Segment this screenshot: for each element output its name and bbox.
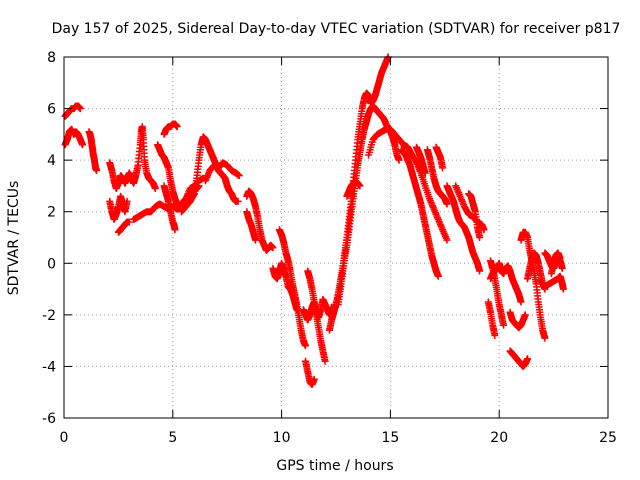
series-markers — [299, 295, 336, 324]
x-tick-label: 25 — [599, 430, 617, 446]
series-markers — [106, 192, 131, 223]
series-markers — [487, 259, 525, 306]
y-tick-label: 2 — [47, 205, 56, 221]
series-markers — [243, 187, 277, 254]
series-markers — [506, 347, 531, 370]
series-markers — [243, 208, 259, 244]
series-track-4 — [106, 123, 159, 192]
y-tick-label: -2 — [42, 308, 56, 324]
series-track-19 — [299, 295, 336, 324]
series-track-40 — [547, 249, 564, 278]
series-track-5 — [106, 192, 131, 223]
series-markers — [423, 146, 451, 208]
series-track-33 — [487, 259, 525, 306]
series-track-26 — [423, 146, 451, 208]
series-markers — [106, 123, 159, 192]
series-track-10 — [160, 120, 181, 138]
y-tick-label: -4 — [42, 359, 56, 375]
series-track-13 — [243, 187, 277, 254]
series-markers — [484, 298, 499, 339]
x-tick-label: 20 — [490, 430, 508, 446]
series-track-21 — [334, 102, 403, 308]
y-tick-label: 6 — [47, 102, 56, 118]
series-track-25 — [413, 143, 429, 177]
series-markers — [160, 120, 181, 138]
x-axis-label: GPS time / hours — [276, 458, 393, 474]
series-track-17 — [302, 357, 318, 388]
series-markers — [506, 308, 529, 332]
series-track-28 — [443, 182, 484, 275]
series-track-14 — [243, 208, 259, 244]
series-track-39 — [537, 272, 567, 293]
series-track-34 — [506, 308, 529, 332]
series-track-3 — [85, 128, 101, 174]
data-points — [61, 53, 567, 388]
series-track-9 — [160, 182, 179, 234]
series-markers — [269, 259, 301, 314]
axis-ticks: 0 5 10 15 20 25 -6 -4 -2 0 2 4 6 8 — [42, 50, 617, 446]
series-markers — [201, 159, 243, 185]
series-markers — [432, 143, 447, 172]
chart-title: Day 157 of 2025, Sidereal Day-to-day VTE… — [52, 21, 621, 37]
series-markers — [365, 125, 451, 244]
series-markers — [343, 177, 364, 200]
series-markers — [302, 357, 318, 388]
series-markers — [61, 125, 86, 149]
y-tick-label: 0 — [47, 256, 56, 272]
plot-frame — [63, 56, 609, 419]
y-tick-label: 8 — [47, 50, 56, 66]
series-markers — [160, 182, 179, 234]
x-tick-label: 5 — [168, 430, 177, 446]
series-track-32 — [484, 298, 499, 339]
series-markers — [547, 249, 564, 278]
series-track-1 — [61, 125, 86, 149]
x-tick-label: 0 — [60, 430, 69, 446]
series-markers — [413, 143, 429, 177]
series-markers — [85, 128, 101, 174]
series-track-23 — [365, 125, 451, 244]
series-track-30 — [465, 190, 484, 241]
y-axis-label: SDTVAR / TECUs — [6, 181, 22, 296]
series-track-27 — [432, 143, 447, 172]
series-track-16 — [269, 259, 301, 314]
x-tick-label: 15 — [381, 430, 399, 446]
series-markers — [397, 146, 442, 280]
series-track-22 — [343, 177, 364, 200]
series-track-12 — [201, 159, 243, 185]
series-track-24 — [397, 146, 442, 280]
series-markers — [465, 190, 484, 241]
x-tick-label: 10 — [273, 430, 291, 446]
series-markers — [537, 272, 567, 293]
series-track-35 — [506, 347, 531, 370]
y-tick-label: -6 — [42, 411, 56, 427]
series-markers — [443, 182, 484, 275]
series-markers — [114, 218, 133, 236]
series-markers — [334, 102, 403, 308]
series-track-6 — [114, 218, 133, 236]
y-tick-label: 4 — [47, 153, 56, 169]
